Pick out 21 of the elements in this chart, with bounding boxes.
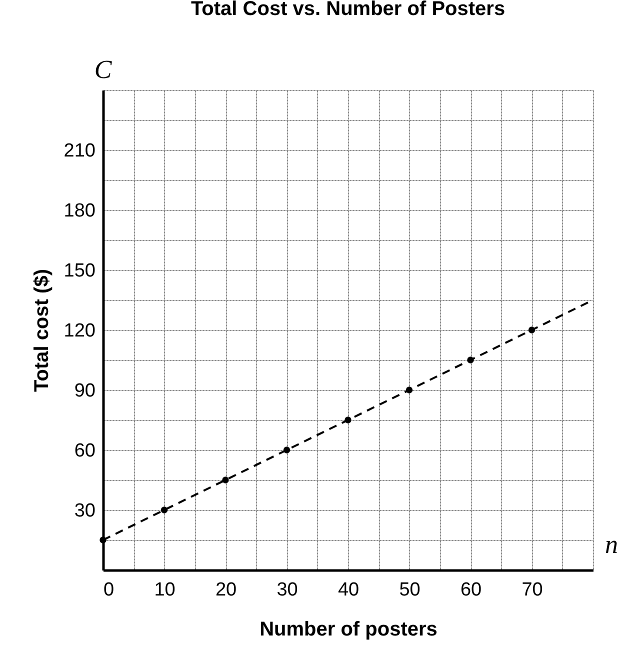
x-tick-label: 60 [460, 580, 482, 600]
x-axis-title: Number of posters [260, 618, 438, 640]
x-tick-label: 40 [338, 580, 360, 600]
y-tick-label: 180 [64, 200, 96, 222]
y-tick-label: 60 [74, 440, 96, 462]
x-tick-label: 50 [399, 580, 420, 600]
x-tick-label: 10 [154, 580, 176, 600]
y-tick-label: 150 [64, 260, 96, 282]
x-tick-label: 30 [276, 580, 298, 600]
y-tick-label: 120 [64, 320, 96, 342]
y-axis-title: Total cost ($) [30, 269, 53, 392]
x-tick-label: 20 [215, 580, 237, 600]
chart-title: Total Cost vs. Number of Posters [190, 0, 506, 20]
text: C [94, 55, 112, 84]
x-tick-label: 0 [104, 580, 114, 600]
y-tick-label: 90 [74, 380, 96, 402]
y-tick-label: 210 [64, 140, 96, 162]
text: n [605, 530, 618, 559]
point [222, 476, 229, 484]
y-tick-label: 30 [74, 500, 96, 522]
x-tick-label: 70 [522, 580, 543, 600]
